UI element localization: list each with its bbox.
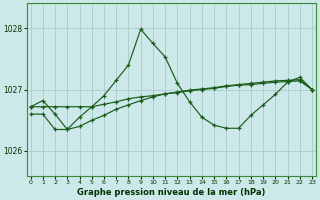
X-axis label: Graphe pression niveau de la mer (hPa): Graphe pression niveau de la mer (hPa) bbox=[77, 188, 266, 197]
